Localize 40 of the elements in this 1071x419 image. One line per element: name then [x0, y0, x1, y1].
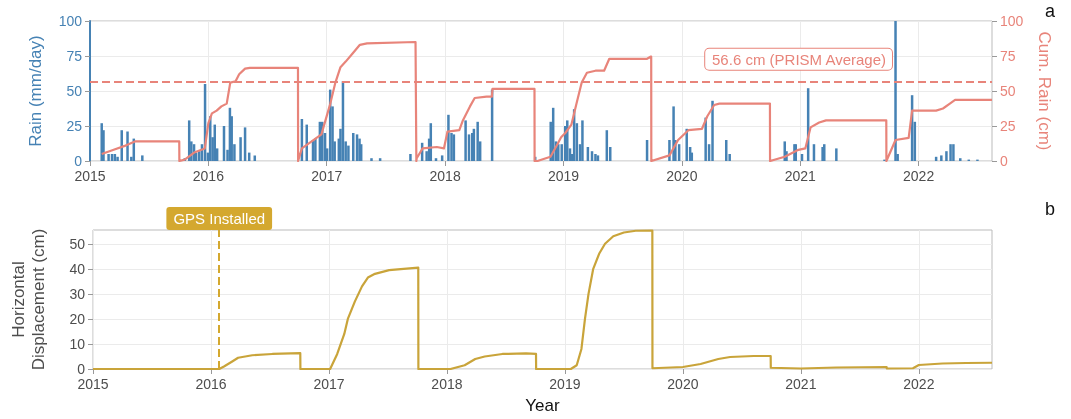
x-tick-label: 2018: [429, 168, 461, 184]
y2-tick-label: 25: [1000, 118, 1016, 134]
y-tick-label: 100: [58, 13, 83, 29]
x-tick-label: 2019: [547, 168, 580, 184]
x-tick-label: 2015: [77, 376, 109, 392]
x-tick-label: 2017: [311, 168, 343, 184]
y-tick-label: 20: [69, 310, 86, 327]
y-tick-label: 0: [74, 153, 83, 169]
y-axis-title: Rain (mm/day): [25, 35, 45, 147]
x-tick-label: 2020: [666, 168, 698, 184]
x-axis-title: Year: [525, 396, 561, 415]
x-tick-label: 2019: [549, 376, 581, 392]
y-tick-label: 75: [66, 48, 83, 64]
y-tick-label: 10: [69, 335, 86, 352]
y2-tick-label: 50: [1000, 83, 1016, 99]
ref-line-label: 56.6 cm (PRISM Average): [712, 50, 886, 68]
y2-tick-label: 0: [1000, 153, 1008, 169]
x-tick-label: 2022: [903, 376, 935, 392]
y-tick-label: 30: [69, 285, 86, 302]
x-tick-label: 2017: [313, 376, 345, 392]
y-tick-label: 50: [69, 235, 86, 252]
y2-tick-label: 75: [1000, 48, 1016, 64]
x-tick-label: 2022: [903, 168, 935, 184]
text: b: [1044, 199, 1055, 219]
x-tick-label: 2016: [195, 376, 227, 392]
x-tick-label: 2020: [667, 376, 699, 392]
y-tick-label: 50: [66, 83, 83, 99]
text: a: [1044, 1, 1056, 21]
x-tick-label: 2021: [784, 168, 817, 184]
x-tick-label: 2021: [785, 376, 817, 392]
y-axis-title: Horizontal Displacement (cm): [8, 228, 48, 371]
x-tick-label: 2018: [431, 376, 463, 392]
x-tick-label: 2015: [74, 168, 106, 184]
y2-tick-label: 100: [1000, 13, 1024, 29]
ref-line-label: GPS Installed: [173, 210, 266, 227]
y2-axis-title: Cum. Rain (cm): [1034, 31, 1054, 151]
y-tick-label: 0: [77, 361, 86, 377]
y-tick-label: 25: [66, 118, 83, 134]
y-tick-label: 40: [69, 260, 86, 277]
x-tick-label: 2016: [192, 168, 225, 184]
